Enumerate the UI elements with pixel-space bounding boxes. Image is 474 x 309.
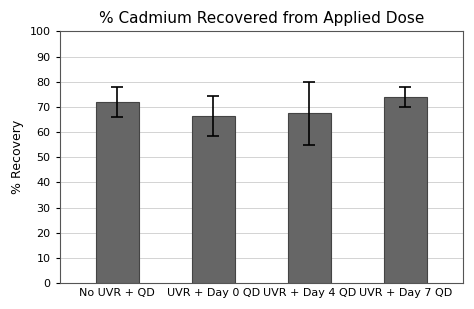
- Bar: [191, 116, 235, 283]
- Title: % Cadmium Recovered from Applied Dose: % Cadmium Recovered from Applied Dose: [99, 11, 424, 26]
- Bar: [288, 113, 331, 283]
- Y-axis label: % Recovery: % Recovery: [11, 120, 24, 194]
- Bar: [96, 102, 139, 283]
- Bar: [383, 97, 427, 283]
